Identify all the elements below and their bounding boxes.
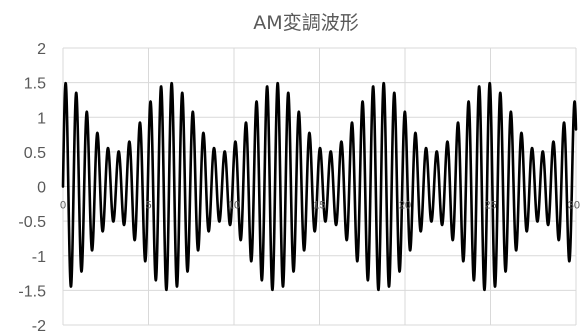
series-line-0 [61,81,578,292]
x-axis-labels: 0 5 10 15 20 25 30 [60,200,580,212]
y-tick-label: 0.5 [24,145,46,162]
x-tick-label: 5 [145,200,151,212]
y-tick-label: 2 [37,41,46,58]
x-tick-label: 25 [484,200,496,212]
chart-title: AM変調波形 [253,12,358,34]
x-tick-label: 30 [568,200,580,212]
x-tick-label: 20 [399,200,411,212]
y-tick-label: 1.5 [24,76,46,93]
x-tick-label: 15 [313,200,325,212]
series-layer [61,81,578,292]
y-tick-label: -1 [32,249,46,266]
grid [62,47,577,326]
y-tick-label: -2 [32,318,46,334]
x-tick-label: 0 [60,200,66,212]
y-tick-label: -1.5 [18,283,46,300]
y-tick-label: 0 [37,180,46,197]
y-tick-label: -0.5 [18,214,46,231]
y-axis-labels: 2 1.5 1 0.5 0 -0.5 -1 -1.5 -2 [18,41,46,334]
y-tick-label: 1 [37,110,46,127]
x-tick-label: 10 [228,200,240,212]
